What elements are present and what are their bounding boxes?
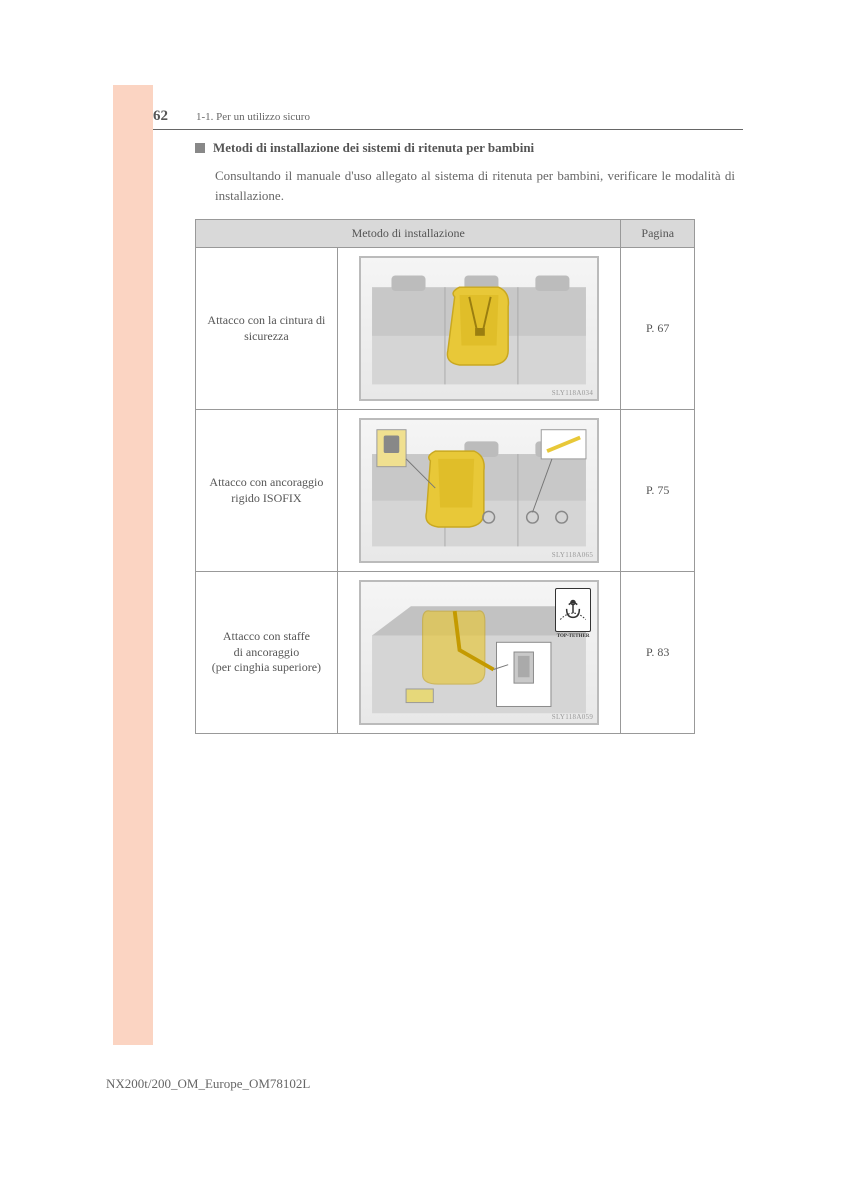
page-header: 62 1-1. Per un utilizzo sicuro: [153, 108, 743, 130]
table-header-method: Metodo di installazione: [196, 220, 621, 248]
table-row: Attacco con staffe di ancoraggio (per ci…: [196, 572, 695, 734]
intro-paragraph: Consultando il manuale d'uso allegato al…: [215, 166, 735, 205]
illustration-cell: SLY118A065: [337, 410, 621, 572]
method-line: di ancoraggio: [234, 645, 300, 659]
isofix-illustration: SLY118A065: [359, 418, 599, 563]
table-row: Attacco con la cintura di sicurezza: [196, 248, 695, 410]
illustration-cell: SLY118A034: [337, 248, 621, 410]
footer-document-code: NX200t/200_OM_Europe_OM78102L: [106, 1076, 310, 1092]
method-cell: Attacco con la cintura di sicurezza: [196, 248, 338, 410]
page-ref-cell: P. 75: [621, 410, 695, 572]
side-accent-bar: [113, 85, 153, 1045]
image-code-label: SLY118A065: [552, 551, 593, 559]
installation-methods-table: Metodo di installazione Pagina Attacco c…: [195, 219, 695, 734]
top-tether-badge: TOP-TETHER: [555, 588, 591, 632]
badge-label: TOP-TETHER: [556, 634, 590, 639]
image-code-label: SLY118A034: [552, 389, 593, 397]
table-header-row: Metodo di installazione Pagina: [196, 220, 695, 248]
image-code-label: SLY118A059: [552, 713, 593, 721]
main-content: Metodi di installazione dei sistemi di r…: [195, 140, 735, 734]
method-line: Attacco con staffe: [223, 629, 310, 643]
illustration-cell: TOP-TETHER SLY118A059: [337, 572, 621, 734]
table-header-page: Pagina: [621, 220, 695, 248]
page-ref-cell: P. 67: [621, 248, 695, 410]
subsection-title-text: Metodi di installazione dei sistemi di r…: [213, 140, 534, 156]
subsection-title: Metodi di installazione dei sistemi di r…: [195, 140, 735, 156]
top-tether-illustration: TOP-TETHER SLY118A059: [359, 580, 599, 725]
table-row: Attacco con ancoraggio rigido ISOFIX: [196, 410, 695, 572]
seatbelt-illustration: SLY118A034: [359, 256, 599, 401]
square-bullet-icon: [195, 143, 205, 153]
method-line: (per cinghia superiore): [212, 660, 321, 674]
section-label: 1-1. Per un utilizzo sicuro: [196, 111, 310, 123]
page-number: 62: [153, 108, 168, 125]
page-ref-cell: P. 83: [621, 572, 695, 734]
method-cell: Attacco con ancoraggio rigido ISOFIX: [196, 410, 338, 572]
method-cell: Attacco con staffe di ancoraggio (per ci…: [196, 572, 338, 734]
